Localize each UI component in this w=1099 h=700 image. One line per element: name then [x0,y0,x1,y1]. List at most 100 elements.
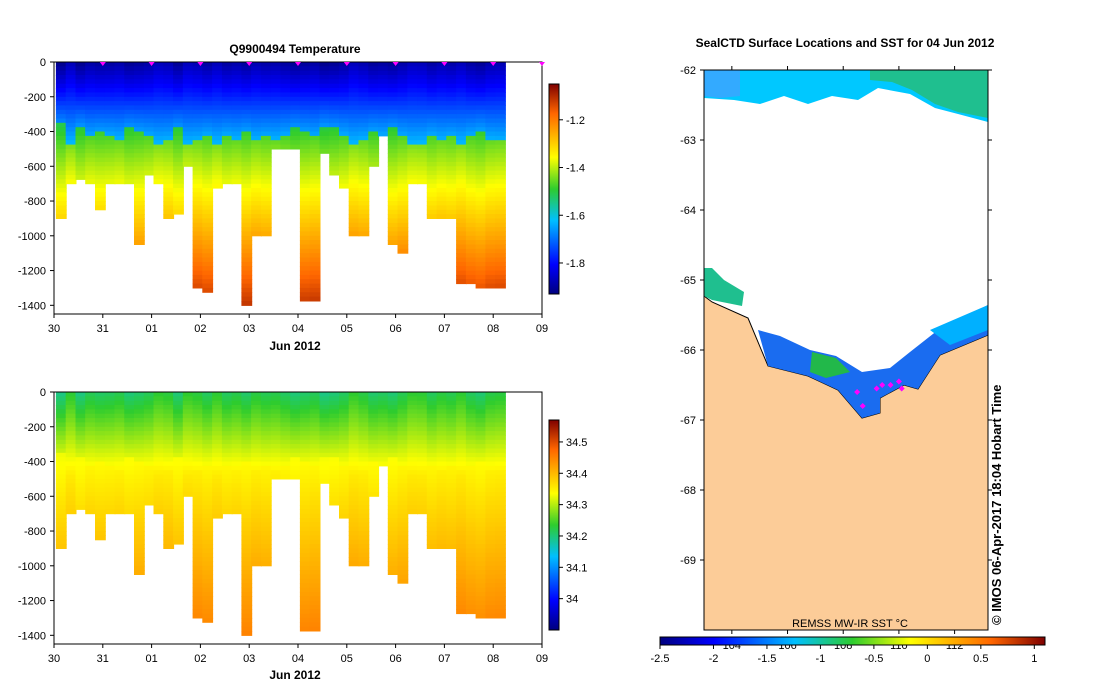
salinity-cell [163,439,175,445]
salinity-cell [358,522,370,528]
temperature-cell [290,101,301,106]
salinity-cell [446,435,458,441]
temperature-cell [260,196,272,202]
temperature-cell [368,114,380,119]
temperature-cell [495,127,506,133]
salinity-cell [251,396,262,402]
temperature-cell [260,144,272,150]
temperature-cell [124,83,136,89]
salinity-cell [182,439,194,445]
temperature-cell [426,127,438,133]
temperature-cell [299,244,311,250]
temperature-cell [348,127,360,133]
salinity-cell [104,487,116,493]
temperature-cell [163,144,175,150]
temperature-cell [309,75,321,80]
salinity-cell [85,435,96,441]
salinity-cell [114,487,126,493]
temperature-cell [387,240,399,245]
temperature-cell [446,188,458,193]
salinity-cell [309,500,321,506]
salinity-cell [65,396,77,402]
salinity-cell [456,461,467,467]
salinity-cell [85,444,96,449]
lat-tick-label: -62 [680,65,696,77]
temperature-cell [387,101,399,106]
x-tick-label: 02 [194,653,206,665]
salinity-cell [241,617,253,623]
temperature-cell [270,75,282,80]
temperature-cell [387,183,399,189]
temperature-cell [182,96,194,102]
temperature-cell [163,62,175,67]
temperature-cell [309,296,321,302]
salinity-cell [134,448,145,454]
temperature-cell [260,92,272,98]
salinity-cell [55,461,67,467]
salinity-cell [231,396,243,402]
temperature-cell [251,140,262,146]
salinity-cell [309,457,321,463]
salinity-cell [456,561,467,567]
salinity-cell [124,491,136,497]
salinity-cell [348,513,360,519]
temperature-cell [339,105,350,111]
salinity-cell [153,418,165,423]
salinity-cell [495,396,506,402]
salinity-cell [192,535,204,541]
salinity-cell [134,409,145,415]
temperature-cell [436,118,448,124]
salinity-cell [173,470,184,476]
salinity-cell [163,405,175,410]
temperature-cell [75,127,87,133]
temperature-cell [212,75,223,80]
temperature-cell [446,175,458,180]
salinity-cell [280,448,292,454]
temperature-cell [436,148,448,154]
salinity-cell [260,518,272,523]
seal-location-point [873,385,880,392]
temperature-cell [153,122,165,128]
x-tick-label: 30 [48,653,60,665]
temperature-cell [495,157,506,163]
salinity-cell [75,461,87,467]
salinity-cell [241,539,253,545]
temperature-cell [134,153,145,159]
salinity-cell [202,474,214,480]
salinity-cell [348,465,360,471]
salinity-cell [348,496,360,502]
salinity-cell [173,483,184,489]
salinity-cell [182,483,194,489]
temperature-cell [329,62,340,67]
temperature-cell [55,157,67,163]
salinity-cell [182,392,194,397]
temperature-cell [495,79,506,85]
temperature-cell [475,118,487,124]
temperature-cell [378,105,389,111]
salinity-cell [299,400,311,406]
temperature-cell [309,92,321,98]
salinity-cell [85,457,96,463]
salinity-cell [182,452,194,458]
salinity-cell [260,535,272,541]
temperature-cell [446,70,458,76]
temperature-cell [270,109,282,115]
temperature-cell [85,79,96,85]
temperature-cell [202,70,214,76]
salinity-cell [241,522,253,528]
temperature-cell [192,244,204,250]
salinity-cell [192,431,204,436]
salinity-cell [456,431,467,436]
salinity-cell [280,426,292,432]
salinity-cell [456,439,467,445]
salinity-cell [251,418,262,423]
salinity-cell [260,552,272,558]
salinity-x-axis: 30 31 01 02 03 04 05 06 07 08 09 [48,644,548,665]
temperature-cell [65,135,77,141]
salinity-cell [446,409,458,415]
temperature-cell [456,122,467,128]
temperature-cell [309,62,321,67]
temperature-cell [134,135,145,141]
salinity-cell [475,505,487,510]
salinity-cell [397,405,409,410]
